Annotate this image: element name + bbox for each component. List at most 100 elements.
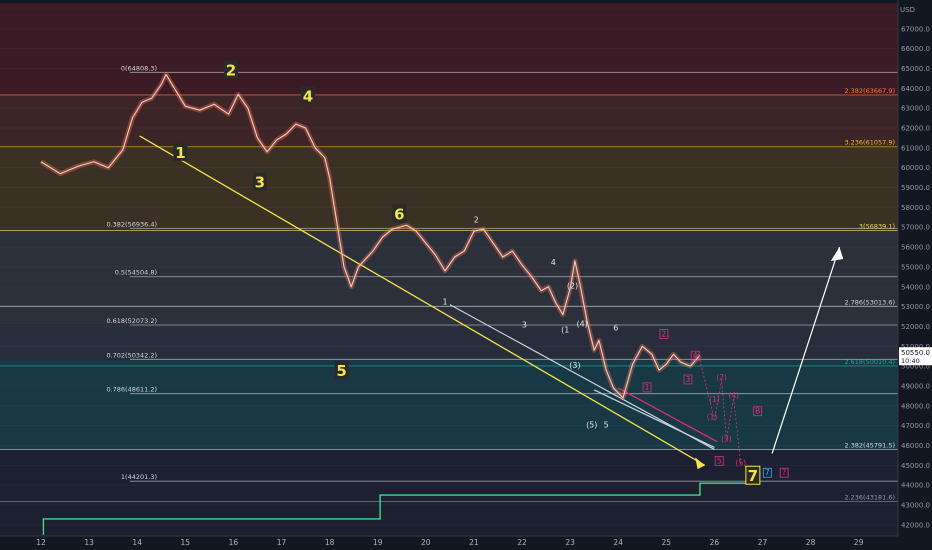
time-tick-label: 17 bbox=[277, 538, 287, 547]
last-price-value: 50550.0 bbox=[901, 349, 930, 357]
projection-label: (1) bbox=[707, 413, 718, 422]
fib-level-label: 0.786(48611.2) bbox=[106, 386, 157, 394]
price-tick-label: 51000.0 bbox=[901, 343, 930, 351]
projection-arrow bbox=[617, 387, 718, 443]
upward-arrow-head bbox=[830, 247, 844, 261]
projection-label-box bbox=[714, 455, 724, 466]
price-tick-label: 62000.0 bbox=[901, 125, 930, 133]
fib-zone-band bbox=[0, 449, 898, 539]
time-tick-label: 19 bbox=[373, 538, 383, 547]
fib-level-label: 3.236(61057.9) bbox=[844, 139, 895, 147]
price-tick-label: 55000.0 bbox=[901, 263, 930, 271]
price-tick-label: 64000.0 bbox=[901, 85, 930, 93]
yellow-trendline-arrow bbox=[695, 457, 705, 470]
major-wave-box bbox=[745, 465, 761, 485]
minor-wave-label: 1 bbox=[442, 298, 447, 307]
price-tick-label: 42000.0 bbox=[901, 521, 930, 529]
price-tick-label: 52000.0 bbox=[901, 323, 930, 331]
minor-wave-label: 3 bbox=[522, 320, 527, 329]
upward-arrow bbox=[771, 246, 841, 454]
price-axis-currency: USD bbox=[900, 6, 915, 14]
major-wave-box bbox=[223, 60, 238, 79]
time-tick-label: 22 bbox=[517, 538, 527, 547]
price-tick-label: 67000.0 bbox=[901, 25, 930, 33]
minor-wave-label: (5) bbox=[586, 421, 597, 430]
projection-label-box bbox=[642, 382, 652, 393]
time-tick-label: 15 bbox=[181, 538, 191, 547]
price-tick-label: 49000.0 bbox=[901, 382, 930, 390]
fib-level-label: 2.786(53013.6) bbox=[844, 298, 895, 306]
price-axis-background bbox=[898, 0, 932, 536]
projection-label: B bbox=[755, 407, 760, 416]
price-tick-label: 59000.0 bbox=[901, 184, 930, 192]
time-axis-background bbox=[0, 536, 932, 550]
major-wave-label: 4 bbox=[303, 87, 313, 105]
fib-zone-band bbox=[0, 324, 898, 360]
minor-wave-label: (1 bbox=[561, 325, 569, 334]
price-tick-label: 66000.0 bbox=[901, 45, 930, 53]
time-tick-label: 26 bbox=[710, 538, 720, 547]
major-wave-label: 1 bbox=[175, 144, 185, 162]
time-tick-label: 18 bbox=[325, 538, 335, 547]
minor-wave-label: 5 bbox=[604, 421, 609, 430]
price-tick-label: 44000.0 bbox=[901, 482, 930, 490]
projection-label: ? bbox=[782, 468, 786, 477]
fib-level-label: 3(56839.1) bbox=[859, 222, 895, 230]
major-wave-box bbox=[300, 86, 315, 105]
projection-label: (2) bbox=[716, 373, 727, 382]
minor-wave-label: 2 bbox=[474, 215, 479, 224]
minor-wave-label: (2) bbox=[567, 282, 578, 291]
fib-zone-band bbox=[0, 3, 898, 95]
projection-label: 1 bbox=[645, 383, 650, 392]
fib-zone-band bbox=[0, 359, 898, 450]
fib-level-label: 1(44201.3) bbox=[121, 473, 157, 481]
price-tick-label: 46000.0 bbox=[901, 442, 930, 450]
fib-zone-band bbox=[0, 146, 898, 229]
price-tick-label: 53000.0 bbox=[901, 303, 930, 311]
fib-zone-band bbox=[0, 94, 898, 147]
fib-level-label: 2.236(43181.6) bbox=[844, 493, 895, 501]
white-channel-line bbox=[449, 304, 715, 450]
fib-level-label: 0.618(52073.2) bbox=[106, 317, 157, 325]
projection-label: 3 bbox=[686, 375, 691, 384]
fib-level-label: 0.702(50342.2) bbox=[106, 351, 157, 359]
major-wave-box bbox=[173, 142, 188, 161]
fib-level-label: 0.382(56936.4) bbox=[106, 221, 157, 229]
price-tick-label: 56000.0 bbox=[901, 244, 930, 252]
price-tick-label: 50000.0 bbox=[901, 363, 930, 371]
major-wave-label: 5 bbox=[336, 362, 346, 380]
price-tick-label: 58000.0 bbox=[901, 204, 930, 212]
projection-label: (4) bbox=[728, 391, 739, 400]
fib-level-label: 0(64808.3) bbox=[121, 64, 157, 72]
time-tick-label: 28 bbox=[806, 538, 816, 547]
price-tick-label: 60000.0 bbox=[901, 164, 930, 172]
time-tick-label: 12 bbox=[36, 538, 46, 547]
fib-level-label: 2.382(45791.5) bbox=[844, 442, 895, 450]
major-wave-label: 6 bbox=[394, 205, 404, 223]
major-wave-label: 2 bbox=[226, 62, 236, 80]
projection-label-box bbox=[762, 467, 772, 478]
projection-label: 5 bbox=[717, 456, 722, 465]
projection-label-box bbox=[683, 374, 693, 385]
projection-label-box bbox=[779, 467, 789, 478]
projection-label: 4 bbox=[693, 351, 698, 360]
price-series-line bbox=[40, 73, 701, 399]
projection-label-box bbox=[690, 350, 700, 361]
major-wave-box bbox=[252, 172, 267, 191]
time-tick-label: 25 bbox=[662, 538, 672, 547]
time-tick-label: 21 bbox=[469, 538, 479, 547]
price-tick-label: 45000.0 bbox=[901, 462, 930, 470]
price-tick-label: 65000.0 bbox=[901, 65, 930, 73]
time-tick-label: 14 bbox=[132, 538, 142, 547]
projection-label: (5) bbox=[736, 458, 747, 467]
fib-level-label: 2.382(63667.9) bbox=[844, 87, 895, 95]
time-tick-label: 13 bbox=[84, 538, 94, 547]
minor-wave-label: 4 bbox=[551, 258, 556, 267]
time-tick-label: 23 bbox=[565, 538, 575, 547]
time-tick-label: 20 bbox=[421, 538, 431, 547]
major-wave-box bbox=[392, 204, 407, 223]
time-tick-label: 29 bbox=[854, 538, 864, 547]
major-wave-label: 7 bbox=[748, 467, 758, 485]
